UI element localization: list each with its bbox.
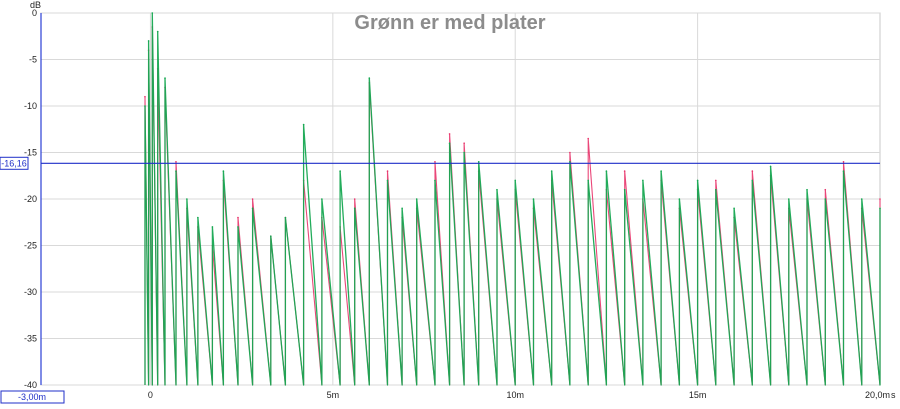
series-green-point: [211, 226, 214, 228]
series-red-point: [353, 198, 356, 200]
series-green-point: [339, 170, 341, 172]
series-green-point: [842, 170, 845, 172]
y-tick-label: 0: [32, 8, 37, 18]
series-green-point: [463, 151, 465, 154]
series-green-point: [237, 226, 239, 228]
series-green-point: [550, 170, 553, 172]
series-green-point: [151, 12, 154, 14]
series-green-point: [448, 142, 451, 144]
series-green-point: [660, 170, 662, 172]
y-tick-label: -35: [24, 334, 37, 344]
series-red-point: [587, 137, 589, 140]
series-green-point: [788, 198, 790, 200]
series-green-point: [415, 198, 418, 200]
series-green-point: [696, 179, 699, 182]
series-green-point: [532, 198, 535, 200]
y-tick-label: -30: [24, 287, 37, 297]
series-green-point: [401, 207, 403, 210]
series-red-point: [569, 151, 571, 154]
y-tick-label: -40: [24, 380, 37, 390]
series-green-point: [477, 161, 480, 163]
series-green-line: [144, 12, 881, 386]
x-tick-label: 10m: [506, 390, 524, 400]
cursor-x-readout-box: [0, 390, 65, 404]
series-green-point: [197, 216, 199, 219]
series-green-point: [715, 188, 717, 191]
series-green-point: [222, 170, 225, 172]
series-green-point: [434, 179, 436, 182]
series-green-point: [302, 123, 305, 126]
series-green-point: [806, 188, 808, 191]
series-green-point: [353, 207, 356, 210]
series-green-point: [769, 165, 772, 168]
series-green-point: [251, 207, 254, 210]
y-axis-unit-label: dB: [30, 0, 41, 10]
cursor-layer: -16,16 -3,00m: [0, 156, 880, 404]
series-green-point: [514, 179, 517, 182]
series-green-point: [147, 40, 150, 42]
x-tick-label: 5m: [327, 390, 340, 400]
series-red-point: [386, 170, 389, 172]
series-green-point: [733, 207, 735, 210]
cursor-x-readout: -3,00m: [18, 392, 46, 402]
series-red-point: [175, 161, 177, 163]
series-green-point: [386, 179, 389, 182]
series-green-point: [284, 216, 287, 219]
series-red-point: [715, 179, 717, 182]
series-red-point: [463, 142, 465, 144]
series-green-point: [175, 170, 177, 172]
y-tick-label: -10: [24, 101, 37, 111]
series-green-point: [496, 188, 498, 191]
cursor-y-readout: -16,16: [1, 158, 27, 168]
cursor-y-readout-box: [0, 156, 29, 170]
series-green-point: [270, 235, 272, 237]
series-red-point: [623, 170, 626, 172]
series-green-point: [605, 170, 608, 172]
y-tick-label: -15: [24, 148, 37, 158]
series-red-point: [842, 161, 845, 163]
series-green-point: [321, 198, 323, 200]
series-red-point: [237, 216, 239, 219]
axis-layer: 0 -5 -10 -15 -20 -25 -30 -35 -40 0 5m 10m 15m 20,0m: [24, 8, 890, 400]
series-green-point: [879, 207, 881, 210]
x-tick-label: 20,0m: [865, 390, 890, 400]
series-green-point: [164, 77, 166, 79]
series-red-point: [251, 198, 254, 200]
series-green-point: [678, 198, 681, 200]
y-tick-label: -5: [29, 55, 37, 65]
series-green-point: [623, 188, 626, 191]
series-green-point: [587, 179, 589, 182]
series-green-point: [186, 198, 188, 200]
series-green-point: [156, 30, 159, 33]
y-tick-label: -25: [24, 241, 37, 251]
x-tick-label: 0: [148, 390, 153, 400]
chart-title: Grønn er med plater: [354, 12, 545, 34]
series-red-point: [879, 198, 881, 200]
series-green-point: [144, 105, 146, 107]
series-green-point: [824, 198, 827, 200]
x-axis-unit-label: s: [891, 390, 896, 400]
x-tick-label: 15m: [689, 390, 707, 400]
y-tick-label: -20: [24, 194, 37, 204]
series-green-point: [368, 77, 371, 79]
series-red-point: [448, 133, 451, 135]
series-red-point: [824, 188, 827, 191]
series-green-point: [751, 179, 754, 182]
series-green-point: [642, 179, 644, 182]
series-red-point: [751, 170, 754, 172]
series-layer: [144, 12, 881, 386]
series-green-point: [569, 161, 571, 163]
series-red-point: [434, 161, 436, 163]
series-red-point: [144, 95, 146, 98]
series-green-point: [860, 198, 863, 200]
